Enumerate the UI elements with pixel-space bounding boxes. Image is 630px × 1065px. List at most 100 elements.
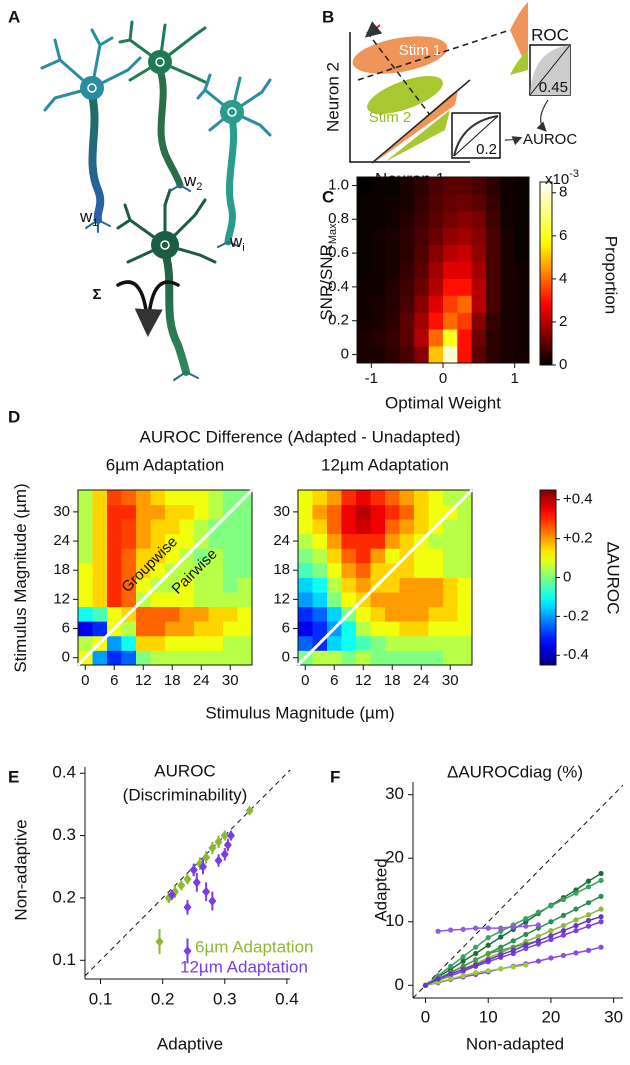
chart-title: AUROC Difference (Adapted - Unadapted) <box>140 427 461 446</box>
heatmap-cell <box>223 490 238 505</box>
heatmap-cell <box>428 592 444 608</box>
heatmap-cell <box>399 533 415 549</box>
heatmap-cell <box>443 592 458 608</box>
heatmap-cell <box>457 177 473 195</box>
heatmap-cell <box>78 519 93 535</box>
heatmap-cell <box>514 210 530 229</box>
data-point <box>510 924 516 930</box>
y-axis-label: SNR/SNRMax <box>317 223 338 321</box>
data-point <box>573 917 579 923</box>
heatmap-cell <box>428 227 444 246</box>
y-tick-label: 0 <box>282 649 290 666</box>
data-point <box>560 912 567 919</box>
heatmap-cell <box>194 650 209 666</box>
heatmap-cell <box>400 295 415 313</box>
heatmap-cell <box>400 312 415 330</box>
x-tick-label: 18 <box>384 672 401 689</box>
data-point <box>585 947 592 953</box>
heatmap-cell <box>312 621 328 637</box>
heatmap-cell <box>385 577 400 593</box>
heatmap-cell <box>121 504 137 520</box>
heatmap-cell <box>414 621 429 637</box>
data-point <box>189 864 198 875</box>
data-point <box>585 923 592 929</box>
heatmap-cell <box>471 295 487 313</box>
heatmap-cell <box>399 650 415 666</box>
heatmap-cell <box>194 504 209 520</box>
heatmap-cell <box>78 635 93 651</box>
heatmap-cell <box>428 577 444 593</box>
x-tick-label: 30 <box>442 672 459 689</box>
heatmap-cell <box>136 533 151 549</box>
y-tick-label: 30 <box>53 503 70 520</box>
data-point <box>498 952 504 958</box>
x-tick-label: 10 <box>479 1007 498 1026</box>
heatmap-cell <box>341 650 357 666</box>
heatmap-cell <box>443 519 458 535</box>
heatmap-cell <box>194 562 209 578</box>
heatmap-cell <box>500 244 516 262</box>
subplot-title: 12µm Adaptation <box>321 455 449 474</box>
heatmap-cell <box>223 577 238 593</box>
heatmap-cell <box>443 490 458 505</box>
roc-area: 0.45 <box>539 79 568 96</box>
heatmap-cell <box>457 346 473 364</box>
heatmap-cell <box>443 227 458 246</box>
data-point <box>473 925 479 931</box>
heatmap-cell <box>107 562 122 578</box>
heatmap-cell <box>150 592 166 608</box>
data-point <box>585 884 592 890</box>
y-axis-label: Non-adaptive <box>11 819 30 920</box>
heatmap-cell <box>312 562 328 578</box>
heatmap-cell <box>514 278 530 296</box>
heatmap-cell <box>399 606 415 622</box>
data-point <box>498 925 504 931</box>
data-point <box>167 889 176 900</box>
heatmap-cell <box>237 504 253 520</box>
heatmap-cell <box>107 490 122 505</box>
diagonal-line <box>296 488 474 667</box>
heatmap-cell <box>92 490 108 505</box>
heatmap-cell <box>165 519 180 535</box>
heatmap-cell <box>341 548 357 564</box>
colorbar-label: Proportion <box>602 236 621 314</box>
colorbar-tick-label: -0.4 <box>563 646 589 663</box>
heatmap-cell <box>208 635 224 651</box>
heatmap-cell <box>486 210 501 229</box>
heatmap-cell <box>428 635 444 651</box>
heatmap-cell <box>457 592 473 608</box>
heatmap-cell <box>312 577 328 593</box>
legend-entry: 6µm Adaptation <box>195 937 314 956</box>
x-tick-label: 1 <box>510 370 518 387</box>
heatmap-cell <box>399 635 415 651</box>
chart-title: AUROC <box>154 761 215 780</box>
heatmap-cell <box>356 635 371 651</box>
y-tick-label: 0.4 <box>52 763 76 782</box>
y-axis-label-text: Stimulus Magnitude (µm) <box>11 483 30 672</box>
data-point <box>548 919 554 925</box>
heatmap-cell <box>471 227 487 246</box>
heatmap-cell <box>514 227 530 246</box>
heatmap-cell <box>371 193 387 212</box>
heatmap-cell <box>371 210 387 229</box>
weight-label: w1 <box>79 207 98 228</box>
data-point <box>448 971 454 977</box>
x-axis-label: Optimal Weight <box>385 393 501 412</box>
data-point <box>473 957 479 963</box>
heatmap-cell <box>327 490 342 505</box>
heatmap-cell <box>78 562 93 578</box>
heatmap-cell <box>341 519 357 535</box>
heatmap-cell <box>327 650 342 666</box>
y-tick-label: 0.2 <box>52 887 76 906</box>
heatmap-cell <box>356 533 371 549</box>
data-point <box>448 976 454 982</box>
y-tick-label: 0.6 <box>328 244 349 261</box>
heatmap-cell <box>208 548 224 564</box>
data-point <box>523 915 529 922</box>
heatmap-cell <box>400 193 415 212</box>
heatmap-cell <box>165 490 180 505</box>
heatmap-cell <box>385 635 400 651</box>
heatmap-cell <box>371 346 387 364</box>
heatmap-cell <box>457 635 473 651</box>
data-point <box>202 852 211 863</box>
